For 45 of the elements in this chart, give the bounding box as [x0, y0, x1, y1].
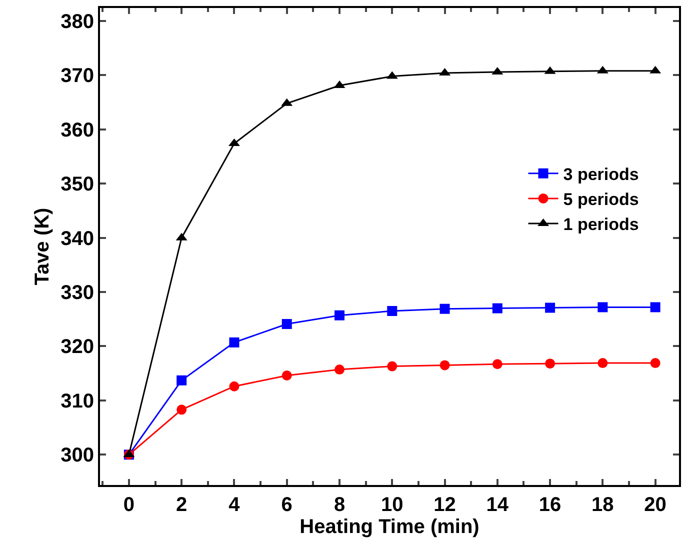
point — [387, 361, 398, 372]
x-tick-label: 18 — [592, 494, 614, 516]
x-tick-label: 4 — [228, 494, 241, 516]
y-tick-label: 330 — [60, 282, 94, 304]
point — [282, 370, 292, 381]
x-tick-label: 14 — [486, 494, 510, 516]
point — [492, 303, 502, 314]
point — [598, 358, 608, 368]
x-tick-label: 8 — [334, 494, 346, 516]
legend-label: 3 periods — [563, 164, 639, 184]
y-tick-label: 340 — [60, 228, 94, 250]
point — [492, 359, 502, 370]
point — [334, 364, 344, 375]
y-tick-label: 300 — [60, 444, 94, 467]
y-tick-label: 370 — [60, 65, 94, 88]
legend-label: 1 periods — [563, 215, 639, 234]
point — [387, 306, 398, 316]
x-tick-label: 20 — [644, 494, 666, 516]
x-tick-label: 0 — [123, 494, 135, 516]
point — [229, 337, 240, 348]
y-tick-label: 360 — [60, 119, 94, 142]
point — [334, 310, 344, 320]
x-tick-label: 10 — [381, 494, 404, 516]
x-tick-label: 6 — [281, 494, 292, 516]
x-axis-title: Heating Time (min) — [300, 516, 480, 538]
y-axis-title: Tave (K) — [32, 208, 54, 286]
y-tick-label: 380 — [60, 11, 94, 34]
point — [440, 360, 450, 370]
point — [176, 404, 187, 415]
point — [598, 302, 608, 312]
x-tick-label: 2 — [176, 494, 188, 516]
point — [650, 358, 660, 368]
point — [229, 381, 240, 392]
legend-label: 5 periods — [563, 190, 639, 210]
point — [545, 358, 556, 369]
point — [650, 302, 660, 312]
point — [282, 319, 292, 330]
x-tick-label: 12 — [434, 494, 456, 516]
y-tick-label: 320 — [60, 336, 94, 358]
x-tick-label: 16 — [538, 494, 562, 516]
point — [545, 302, 556, 313]
point — [440, 304, 450, 314]
y-tick-label: 310 — [60, 390, 94, 412]
y-tick-label: 350 — [60, 174, 94, 196]
point — [176, 375, 187, 386]
